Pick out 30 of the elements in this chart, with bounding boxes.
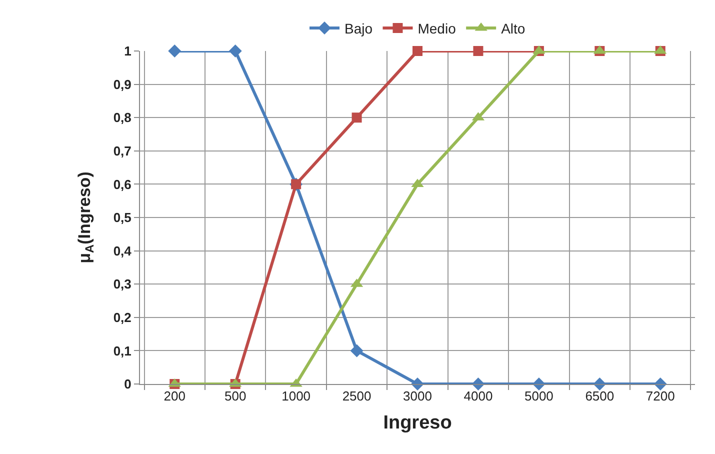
point <box>350 344 364 358</box>
y-tick-label: 0,7 <box>113 143 132 158</box>
legend-label: Bajo <box>344 20 373 36</box>
x-tick-label: 2500 <box>342 388 372 404</box>
x-axis-title: Ingreso <box>383 412 452 434</box>
point <box>352 112 362 123</box>
y-tick-label: 0,8 <box>113 110 132 126</box>
point <box>473 46 484 56</box>
point <box>228 44 242 58</box>
y-tick-label: 0,2 <box>113 310 132 325</box>
x-tick-label: 500 <box>224 388 246 404</box>
point <box>412 46 422 56</box>
x-tick-label: 5000 <box>524 388 554 404</box>
y-tick-label: 0,6 <box>113 176 132 192</box>
x-tick-label: 6500 <box>585 388 614 404</box>
y-tick-label: 0,4 <box>113 243 132 258</box>
x-tick-label: 200 <box>164 388 186 404</box>
y-tick-label: 0,9 <box>113 76 132 92</box>
y-tick-label: 0,5 <box>113 210 132 226</box>
x-tick-label: 3000 <box>403 388 432 404</box>
legend-label: Medio <box>418 20 456 36</box>
y-tick-label: 1 <box>124 44 132 59</box>
x-tick-label: 1000 <box>282 388 311 404</box>
legend-label: Alto <box>501 20 526 36</box>
y-tick-label: 0 <box>124 376 132 392</box>
point <box>168 44 182 58</box>
x-tick-label: 7200 <box>646 388 675 404</box>
y-tick-label: 0,1 <box>113 343 132 358</box>
y-tick-label: 0,3 <box>113 276 132 292</box>
x-tick-label: 4000 <box>464 388 493 404</box>
